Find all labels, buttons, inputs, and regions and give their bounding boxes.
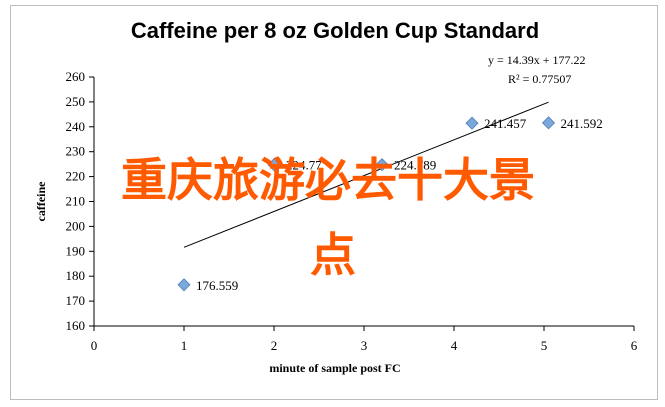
data-point-marker bbox=[465, 116, 479, 130]
data-label: 241.592 bbox=[561, 116, 603, 131]
y-tick-label: 210 bbox=[66, 194, 86, 209]
y-tick-label: 170 bbox=[66, 293, 86, 308]
data-point-marker bbox=[267, 158, 281, 172]
trendline bbox=[183, 101, 549, 248]
x-tick-label: 3 bbox=[361, 338, 368, 353]
data-label: 176.559 bbox=[196, 278, 238, 293]
data-points: 176.559 224.77 224.789 241.457 241.592 bbox=[177, 116, 603, 293]
data-label: 241.457 bbox=[484, 116, 527, 131]
x-tick-label: 1 bbox=[181, 338, 188, 353]
y-tick-label: 180 bbox=[66, 268, 86, 283]
y-tick-label: 200 bbox=[66, 218, 86, 233]
scatter-chart: Caffeine per 8 oz Golden Cup Standard 16… bbox=[34, 18, 638, 375]
data-label: 224.789 bbox=[394, 158, 436, 173]
x-tick-label: 6 bbox=[631, 338, 638, 353]
x-tick-labels: 0 1 2 3 4 5 6 bbox=[91, 326, 638, 353]
y-tick-label: 230 bbox=[66, 144, 86, 159]
y-tick-label: 250 bbox=[66, 94, 86, 109]
overlay-text-line1: 重庆旅游必去十大景 bbox=[121, 153, 535, 207]
r-squared: R² = 0.77507 bbox=[508, 72, 571, 86]
y-tick-label: 160 bbox=[66, 318, 86, 333]
x-tick-label: 0 bbox=[91, 338, 98, 353]
x-tick-label: 5 bbox=[541, 338, 548, 353]
y-tick-label: 190 bbox=[66, 243, 86, 258]
data-point-marker bbox=[541, 116, 556, 130]
chart-frame: Caffeine per 8 oz Golden Cup Standard 16… bbox=[10, 5, 658, 400]
y-tick-label: 220 bbox=[66, 169, 86, 184]
chart-title: Caffeine per 8 oz Golden Cup Standard bbox=[131, 18, 539, 43]
data-label: 224.77 bbox=[286, 158, 322, 173]
x-tick-label: 2 bbox=[271, 338, 278, 353]
data-point-marker bbox=[177, 278, 191, 292]
y-tick-label: 260 bbox=[66, 69, 86, 84]
y-tick-labels: 160 170 180 190 200 210 220 230 240 250 260 bbox=[66, 69, 94, 333]
overlay-text-line2: 点 bbox=[310, 228, 356, 282]
x-tick-label: 4 bbox=[451, 338, 458, 353]
y-axis-title: caffeine bbox=[34, 181, 48, 222]
y-tick-label: 240 bbox=[66, 119, 86, 134]
trendline-equation: y = 14.39x + 177.22 bbox=[488, 53, 586, 67]
data-point-marker bbox=[375, 158, 389, 172]
x-axis-title: minute of sample post FC bbox=[269, 361, 400, 375]
